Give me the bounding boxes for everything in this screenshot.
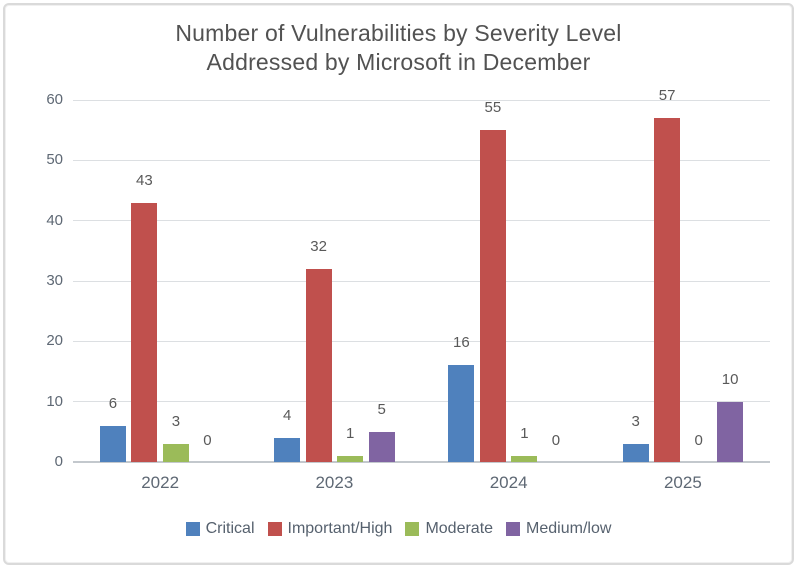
legend-item-important-high: Important/High: [267, 520, 393, 538]
y-tick-label: 30: [46, 272, 63, 289]
plot-area: 0 10 20 30 40 50 60 6 43 3 0 2022 4 32 1 5 2023 16 55 1 0 202…: [5, 5, 792, 563]
chart-card: Number of Vulnerabilities by Severity Le…: [3, 3, 794, 565]
legend-swatch-moderate: [405, 522, 420, 536]
bar-critical-2025: [622, 444, 649, 462]
x-axis-label-2025: 2025: [663, 473, 702, 492]
legend-item-medium-low: Medium/low: [506, 520, 611, 538]
legend-swatch-important-high: [267, 522, 282, 536]
y-tick-label: 20: [46, 332, 63, 350]
x-axis-label-2023: 2023: [315, 473, 354, 492]
data-label-important-high-2025: 57: [658, 87, 676, 104]
data-label-moderate-2025: 0: [694, 432, 703, 449]
legend-label-moderate: Moderate: [425, 520, 494, 537]
bar-critical-2023: [274, 438, 301, 462]
legend-item-moderate: Moderate: [405, 520, 493, 538]
data-label-moderate-2023: 1: [345, 425, 355, 442]
legend: Critical Important/High Moderate Medium/low: [5, 520, 792, 538]
data-label-moderate-2022: 3: [171, 413, 181, 430]
y-tick-label: 40: [46, 211, 63, 229]
data-label-medium-low-2024: 0: [551, 432, 561, 449]
data-label-medium-low-2023: 5: [377, 401, 386, 418]
data-label-critical-2023: 4: [282, 407, 292, 424]
y-gridline: [73, 220, 770, 222]
x-axis-line: [73, 461, 770, 463]
x-axis-label-2024: 2024: [489, 473, 528, 492]
bar-important-high-2024: [479, 130, 506, 462]
bar-important-high-2022: [131, 203, 158, 462]
y-tick-label: 0: [54, 453, 63, 470]
y-tick-label: 50: [46, 151, 63, 169]
bar-medium-low-2025: [717, 402, 744, 462]
chart-title-line-2: Addressed by Microsoft in December: [206, 49, 591, 75]
y-gridline: [73, 99, 770, 101]
bar-medium-low-2023: [368, 432, 395, 462]
chart-title-line-1: Number of Vulnerabilities by Severity Le…: [175, 20, 622, 46]
data-label-medium-low-2022: 0: [203, 432, 212, 449]
legend-label-critical: Critical: [205, 520, 255, 537]
data-label-important-high-2024: 55: [484, 99, 502, 116]
chart-title: Number of Vulnerabilities by Severity Le…: [5, 19, 792, 77]
bar-moderate-2023: [337, 456, 364, 462]
y-gridline: [73, 280, 770, 282]
legend-swatch-critical: [185, 522, 200, 536]
bar-critical-2024: [448, 365, 475, 462]
y-tick-label: 60: [46, 91, 63, 108]
data-label-medium-low-2025: 10: [721, 371, 739, 388]
y-gridline: [73, 159, 770, 161]
bar-moderate-2024: [511, 456, 538, 462]
x-axis-label-2022: 2022: [141, 473, 180, 492]
data-label-moderate-2024: 1: [520, 425, 529, 442]
legend-swatch-medium-low: [506, 522, 521, 536]
legend-label-important-high: Important/High: [287, 520, 393, 537]
bar-important-high-2025: [654, 118, 681, 462]
y-tick-label: 10: [46, 392, 63, 410]
data-label-critical-2025: 3: [631, 413, 640, 430]
data-label-critical-2022: 6: [108, 395, 118, 412]
legend-label-medium-low: Medium/low: [526, 520, 612, 537]
bar-critical-2022: [99, 426, 126, 462]
data-label-important-high-2022: 43: [136, 172, 153, 189]
y-gridline: [73, 340, 770, 342]
legend-item-critical: Critical: [185, 520, 255, 538]
data-label-important-high-2023: 32: [310, 238, 327, 255]
bar-moderate-2022: [162, 444, 189, 462]
data-label-critical-2024: 16: [453, 334, 470, 351]
y-gridline: [73, 401, 770, 403]
bar-important-high-2023: [305, 269, 332, 462]
